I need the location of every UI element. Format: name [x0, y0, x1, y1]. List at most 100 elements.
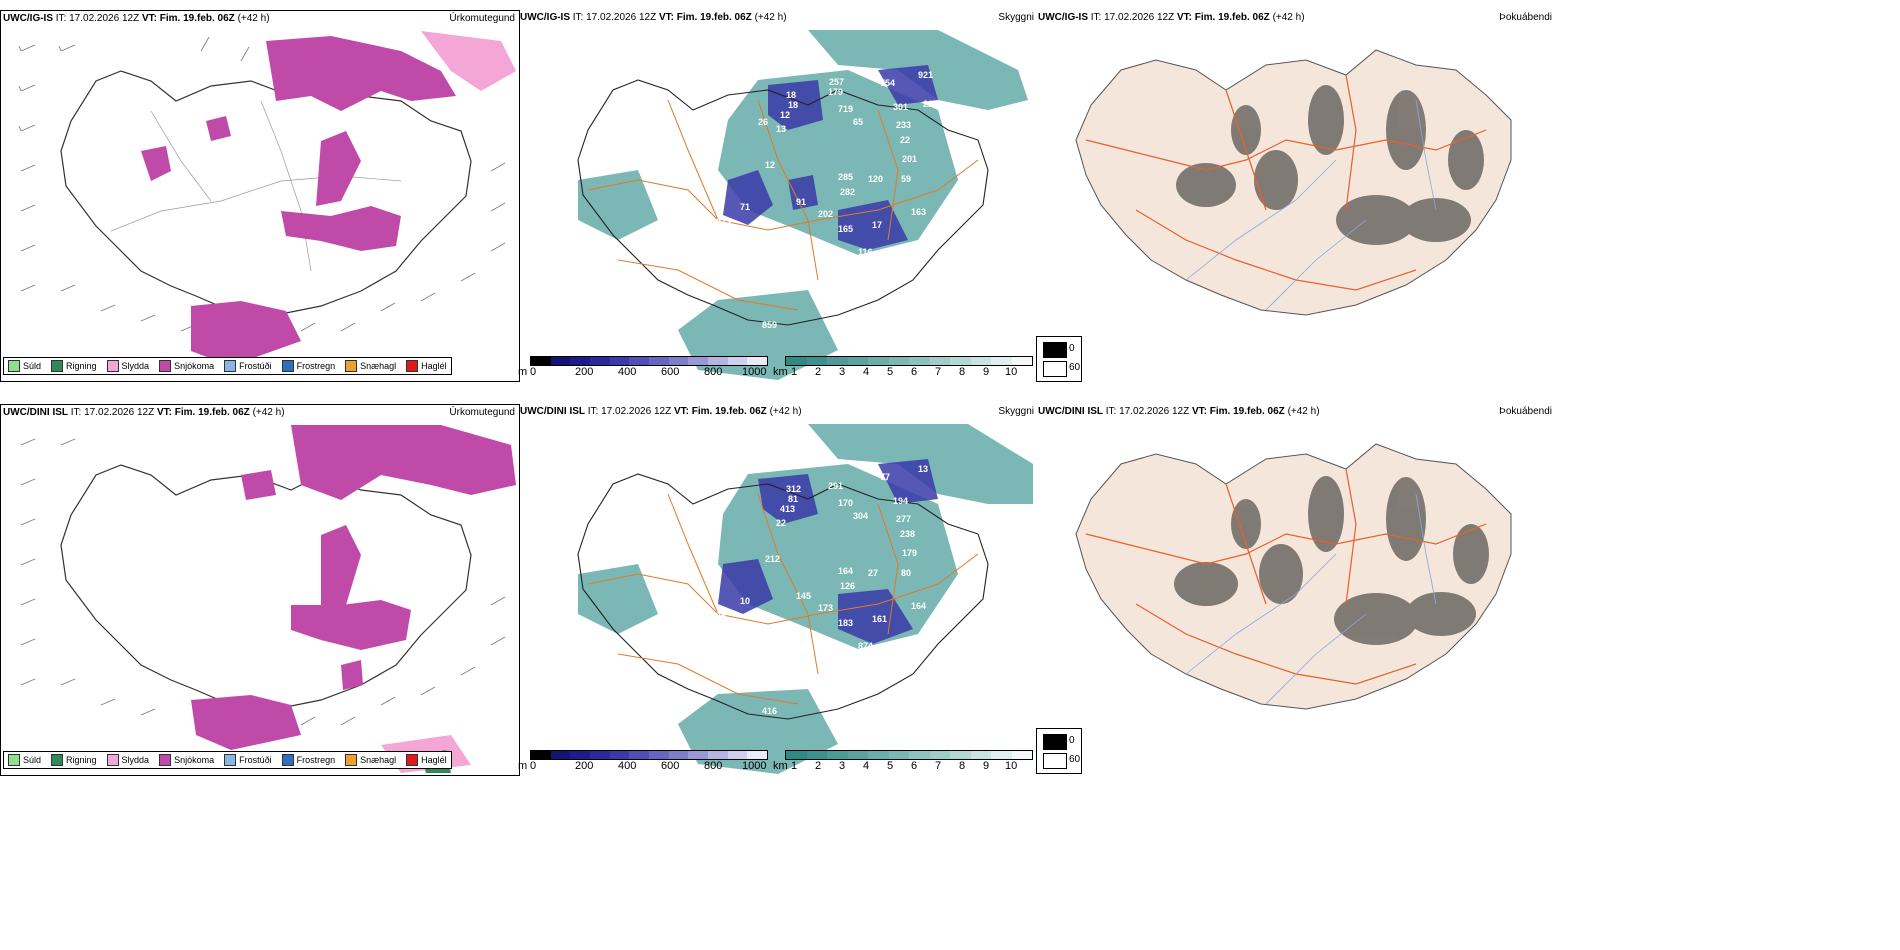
cbar-segment [570, 751, 591, 759]
cbar-tick: 200 [575, 760, 594, 772]
cbar-segment [649, 357, 669, 365]
cbar-segment [970, 751, 991, 759]
legend-swatch [8, 360, 20, 372]
cloud-base-label: 17 [872, 220, 882, 230]
fog-legend-label: 0 [1069, 343, 1075, 354]
fog-legend-label: 60 [1069, 362, 1081, 373]
cloud-base-label: 301 [893, 102, 908, 112]
cloud-base-label: 291 [828, 481, 843, 491]
cbar-tick: 800 [704, 366, 723, 378]
legend-swatch [406, 754, 419, 766]
cbar-segment [950, 357, 971, 365]
cloud-base-label: 12 [780, 110, 790, 120]
legend-swatch [345, 360, 358, 372]
cloud-base-label: 10 [740, 596, 750, 606]
height-colorbar: m 0 200 400 600 800 1000 [518, 750, 768, 774]
cloud-base-label: 22 [776, 518, 786, 528]
cbar-tick: 6 [911, 760, 918, 772]
precip-legend: Súld Rigning Slydda Snjókoma Frostúði Fr… [3, 751, 452, 769]
cbar-tick: 3 [839, 366, 846, 378]
cbar-segment [668, 357, 689, 365]
cbar-segment [1011, 357, 1032, 365]
cbar-segment [590, 357, 610, 365]
cbar-segment [806, 751, 827, 759]
cloud-base-label: 365 [723, 628, 738, 638]
cloud-base-label: 27 [868, 568, 878, 578]
cbar-tick: 7 [935, 760, 942, 772]
cbar-tick: 1 [791, 760, 798, 772]
legend-swatch [51, 360, 64, 372]
cbar-unit: m [518, 366, 528, 378]
cloud-base-label: 183 [838, 618, 853, 628]
cloud-base-label: 65 [853, 117, 863, 127]
rivers [1185, 493, 1437, 705]
panel-title: Þokuábendi [1499, 12, 1552, 23]
legend-swatch [106, 360, 119, 372]
fog-shading [1174, 476, 1489, 645]
cbar-tick: 6 [911, 366, 918, 378]
cbar-tick: 9 [983, 366, 990, 378]
cloud-base-label: 202 [818, 209, 833, 219]
cloud-base-label: 277 [896, 514, 911, 524]
sleet-area [421, 31, 516, 91]
wind-barbs [20, 438, 506, 726]
cbar-tick: 2 [815, 760, 822, 772]
panel-title: Skyggni [998, 12, 1034, 23]
legend-label: Slydda [121, 361, 150, 371]
cloud-base-label: 201 [902, 154, 917, 164]
cloud-base-label: 312 [786, 484, 801, 494]
cbar-segment [629, 357, 650, 365]
cbar-segment [806, 357, 827, 365]
cbar-segment [550, 357, 571, 365]
visibility-colorbar: km 1 2 3 4 5 6 7 8 9 10 [773, 356, 1033, 380]
legend-swatch [224, 754, 237, 766]
legend-label: Snjókoma [174, 755, 215, 765]
fog-panel-1: UWC/IG-IS IT: 17.02.2026 12Z VT: Fim. 19… [1036, 10, 1556, 340]
cbar-segment [747, 357, 768, 365]
cbar-unit: km [773, 366, 788, 378]
fog-legend-label: 60 [1069, 754, 1081, 765]
cloud-base-label: 285 [838, 172, 853, 182]
cbar-unit: m [518, 760, 528, 772]
cloud-base-label: 13 [918, 464, 928, 474]
cloud-base-label: 164 [838, 566, 853, 576]
cloud-base-label: 91 [796, 197, 806, 207]
cbar-segment [827, 751, 848, 759]
legend-swatch [224, 360, 237, 372]
legend-swatch [159, 754, 172, 766]
cloud-base-label: 218 [923, 99, 938, 109]
cbar-tick: 5 [887, 366, 894, 378]
legend-label: Frostregn [296, 361, 336, 371]
cbar-tick: 8 [959, 760, 966, 772]
cbar-segment [909, 751, 930, 759]
cbar-segment [929, 751, 950, 759]
visibility-colorbar: km 1 2 3 4 5 6 7 8 9 10 [773, 750, 1033, 774]
cbar-tick: 4 [863, 366, 870, 378]
wind-barbs [18, 36, 506, 332]
snow-areas [141, 36, 456, 366]
cloud-base-label: 161 [872, 614, 887, 624]
legend-label: Frostúði [239, 361, 272, 371]
cbar-segment [688, 751, 709, 759]
cloud-base-label: 75 [723, 234, 733, 244]
cbar-tick: 4 [863, 760, 870, 772]
cbar-tick: 400 [618, 366, 637, 378]
cbar-tick: 600 [661, 760, 680, 772]
cbar-tick: 1000 [742, 366, 767, 378]
cbar-segment [888, 357, 909, 365]
cloud-base-label: 80 [901, 568, 911, 578]
cbar-segment [847, 751, 868, 759]
cbar-tick: 800 [704, 760, 723, 772]
cbar-segment [929, 357, 950, 365]
cloud-base-label: 233 [896, 120, 911, 130]
height-colorbar: m 0 200 400 600 800 1000 [518, 356, 768, 380]
precip-map [18, 31, 516, 366]
panel-header: UWC/IG-IS IT: 17.02.2026 12Z VT: Fim. 19… [3, 13, 270, 24]
cloud-base-label: 282 [840, 187, 855, 197]
legend-label: Slydda [121, 755, 150, 765]
cloud-base-label: 304 [853, 511, 868, 521]
iceland-outline [577, 473, 989, 720]
cloud-base-label: 170 [838, 498, 853, 508]
